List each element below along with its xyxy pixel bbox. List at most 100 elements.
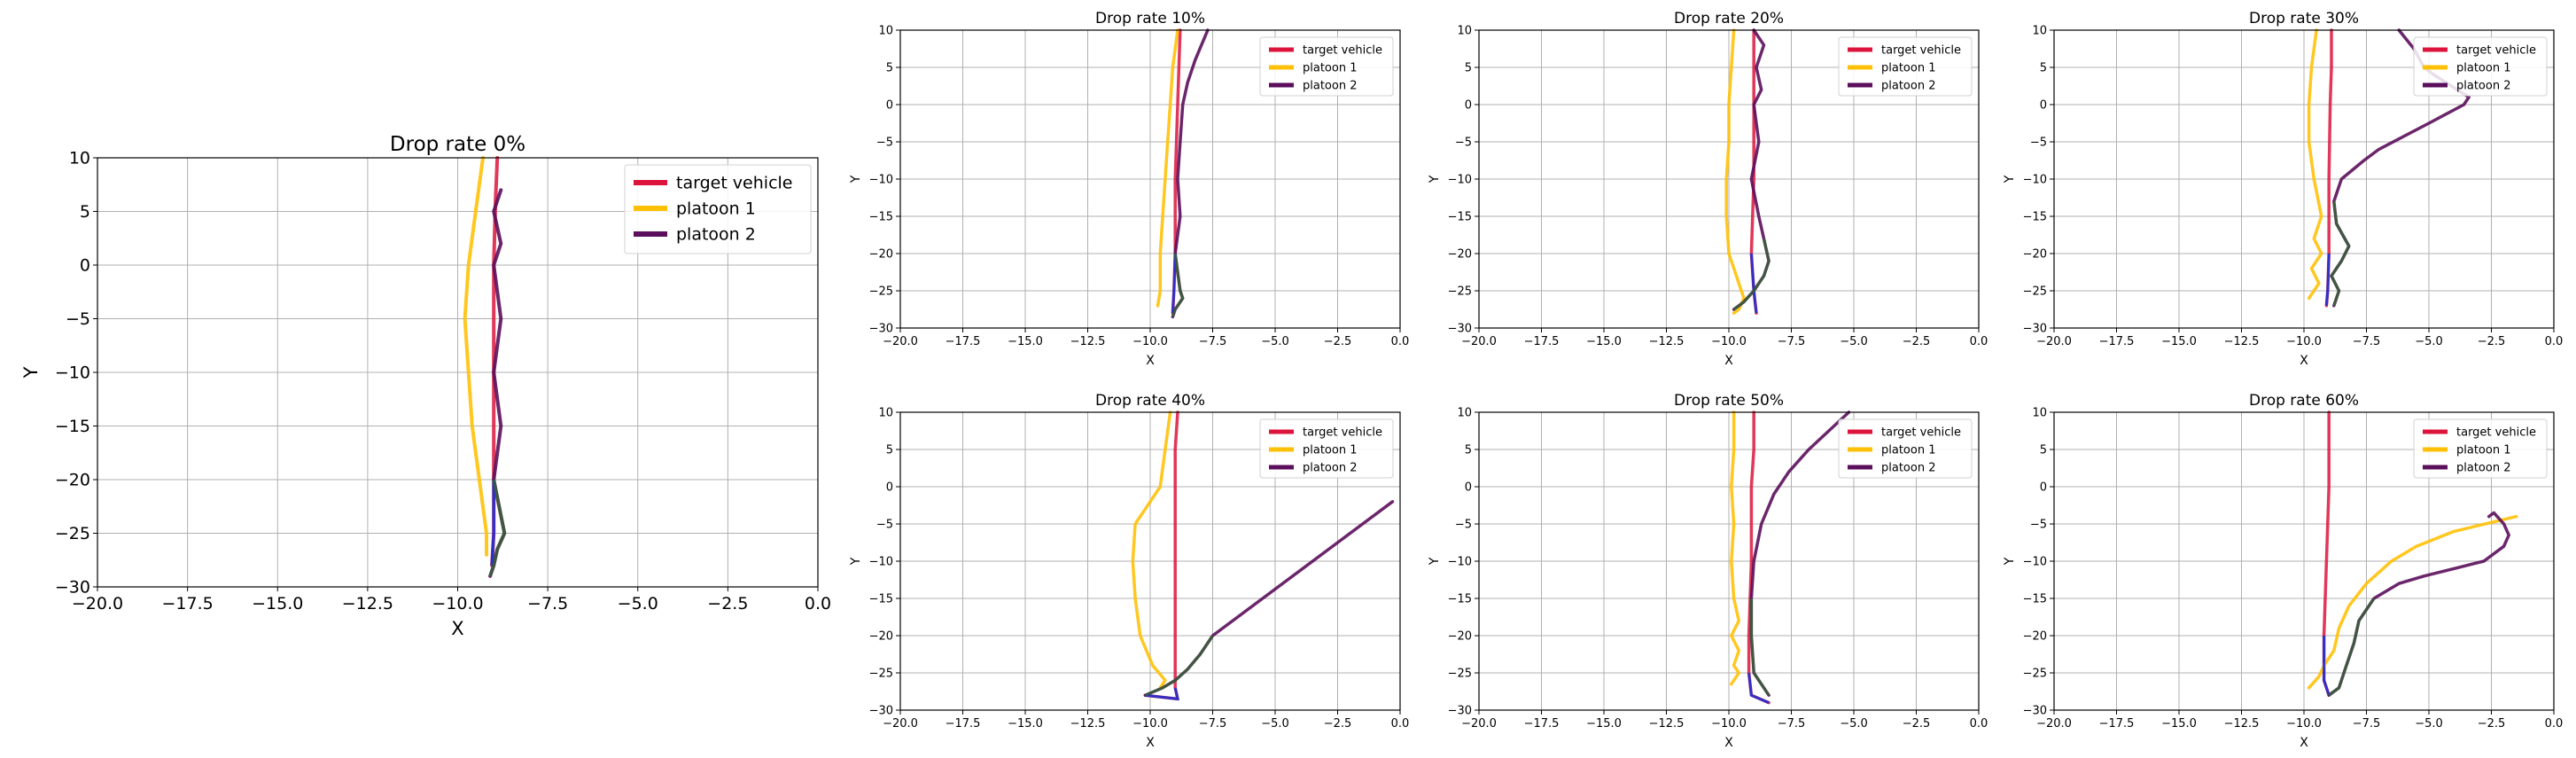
y-tick-label: −30 [1448, 323, 1472, 336]
y-tick-label: 10 [69, 149, 90, 168]
legend-label: target vehicle [676, 174, 792, 193]
target-tail-line [2324, 253, 2331, 306]
legend: target vehicle platoon 1 platoon 2 [2413, 418, 2548, 479]
legend-label: target vehicle [1881, 426, 1961, 440]
x-tick-label: −2.5 [1903, 717, 1931, 731]
legend-label: platoon 2 [2456, 80, 2510, 93]
x-tick-label: −15.0 [2161, 335, 2197, 348]
x-tick-label: −17.5 [946, 717, 981, 731]
y-tick-label: 5 [80, 202, 90, 222]
y-tick-label: −30 [2023, 705, 2047, 718]
x-tick-label: −12.5 [2224, 335, 2260, 348]
x-tick-label: −17.5 [1524, 717, 1560, 731]
platoon2-tail-line [2328, 598, 2376, 697]
x-axis-label: X [2300, 354, 2308, 368]
y-axis-label: Y [20, 366, 42, 379]
x-tick-label: −12.5 [2224, 717, 2260, 731]
chart-title: Drop rate 20% [1674, 10, 1784, 27]
y-axis-label: Y [1428, 175, 1442, 184]
y-tick-label: −15 [1448, 211, 1472, 224]
x-axis-label: X [1724, 736, 1733, 750]
x-tick-label: −7.5 [2353, 335, 2381, 348]
legend-label: target vehicle [2456, 44, 2536, 58]
x-axis-label: X [2300, 736, 2308, 750]
x-tick-label: 0.0 [2545, 335, 2564, 348]
y-tick-label: −25 [869, 668, 893, 681]
y-tick-label: 5 [2040, 444, 2047, 457]
x-tick-label: −15.0 [1008, 335, 1043, 348]
y-tick-label: 5 [2040, 62, 2047, 75]
chart-panel-1: −20.0 −17.5 −15.0 −12.5 −10.0 −7.5 −5.0 −2.5 0.0… [849, 10, 1409, 368]
y-tick-label: −15 [2023, 211, 2047, 224]
x-tick-label: 0.0 [1970, 717, 1988, 731]
y-tick-label: −20 [1448, 630, 1472, 644]
x-tick-label: −10.0 [2286, 335, 2322, 348]
y-tick-label: 5 [886, 444, 893, 457]
y-tick-label: 0 [80, 256, 90, 276]
x-tick-label: −5.0 [618, 594, 658, 613]
y-tick-label: 5 [886, 62, 893, 75]
x-tick-label: −15.0 [1586, 717, 1622, 731]
x-tick-label: −7.5 [527, 594, 568, 613]
x-tick-label: −17.5 [2099, 717, 2135, 731]
y-tick-label: 10 [1457, 407, 1472, 420]
chart-panel-4: −20.0 −17.5 −15.0 −12.5 −10.0 −7.5 −5.0 −2.5 0.0… [849, 392, 1409, 750]
x-axis-label: X [451, 618, 463, 639]
x-tick-label: −5.0 [1840, 335, 1868, 348]
x-tick-label: −7.5 [2353, 717, 2381, 731]
chart-panel-0: −20.0 −17.5 −15.0 −12.5 −10.0 −7.5 −5.0 −2.5 0.0… [20, 133, 831, 639]
x-tick-label: −20.0 [1461, 335, 1497, 348]
x-tick-label: 0.0 [1391, 335, 1410, 348]
y-tick-label: −5 [1455, 137, 1472, 150]
series-line-platoon-1 [1730, 410, 1741, 686]
chart-panel-3: −20.0 −17.5 −15.0 −12.5 −10.0 −7.5 −5.0 −2.5 0.0… [2003, 10, 2563, 368]
x-axis-label: X [1146, 736, 1155, 750]
x-tick-label: −15.0 [1008, 717, 1043, 731]
y-tick-label: 5 [1465, 444, 1472, 457]
y-tick-label: −20 [2023, 248, 2047, 262]
platoon2-tail-line [488, 479, 507, 577]
chart-title: Drop rate 50% [1674, 392, 1784, 410]
x-tick-label: −2.5 [1324, 335, 1352, 348]
legend: target vehicle platoon 1 platoon 2 [1259, 36, 1394, 97]
legend-label: target vehicle [1303, 426, 1382, 440]
x-tick-label: −12.5 [1070, 717, 1106, 731]
series-line-platoon-1 [1156, 28, 1179, 308]
y-tick-label: −30 [2023, 323, 2047, 336]
x-tick-label: 0.0 [1970, 335, 1988, 348]
y-tick-label: −25 [55, 524, 90, 543]
y-axis-label: Y [849, 557, 863, 566]
x-tick-label: −20.0 [883, 717, 918, 731]
y-axis-label: Y [2003, 175, 2017, 184]
x-tick-label: −2.5 [707, 594, 748, 613]
platoon2-tail-line [1732, 238, 1771, 311]
y-tick-label: −25 [1448, 668, 1472, 681]
y-tick-label: −5 [876, 137, 893, 150]
legend-label: platoon 1 [1881, 444, 1935, 457]
y-tick-label: −30 [869, 705, 893, 718]
x-tick-label: −10.0 [1132, 335, 1168, 348]
x-axis-label: X [1724, 354, 1733, 368]
y-tick-label: 0 [2040, 99, 2047, 113]
y-tick-label: 0 [1465, 99, 1472, 113]
y-tick-label: 0 [1465, 481, 1472, 495]
x-tick-label: −7.5 [1778, 717, 1806, 731]
series-line-platoon-1 [463, 156, 488, 557]
y-tick-label: −25 [869, 285, 893, 299]
y-tick-label: −20 [869, 248, 893, 262]
chart-title: Drop rate 30% [2249, 10, 2359, 27]
target-tail-line [1747, 672, 1770, 704]
y-tick-label: −5 [2030, 137, 2047, 150]
y-tick-label: −10 [2023, 174, 2047, 187]
grid [899, 411, 1401, 711]
platoon2-tail-line [1171, 253, 1185, 317]
y-tick-label: 0 [886, 99, 893, 113]
legend-box [624, 164, 812, 254]
chart-panel-6: −20.0 −17.5 −15.0 −12.5 −10.0 −7.5 −5.0 −2.5 0.0… [2003, 392, 2563, 750]
y-axis-label: Y [1428, 557, 1442, 566]
y-tick-label: −30 [55, 578, 90, 598]
target-tail-line [2323, 636, 2331, 696]
x-tick-label: −15.0 [252, 594, 303, 613]
x-tick-label: −15.0 [2161, 717, 2197, 731]
